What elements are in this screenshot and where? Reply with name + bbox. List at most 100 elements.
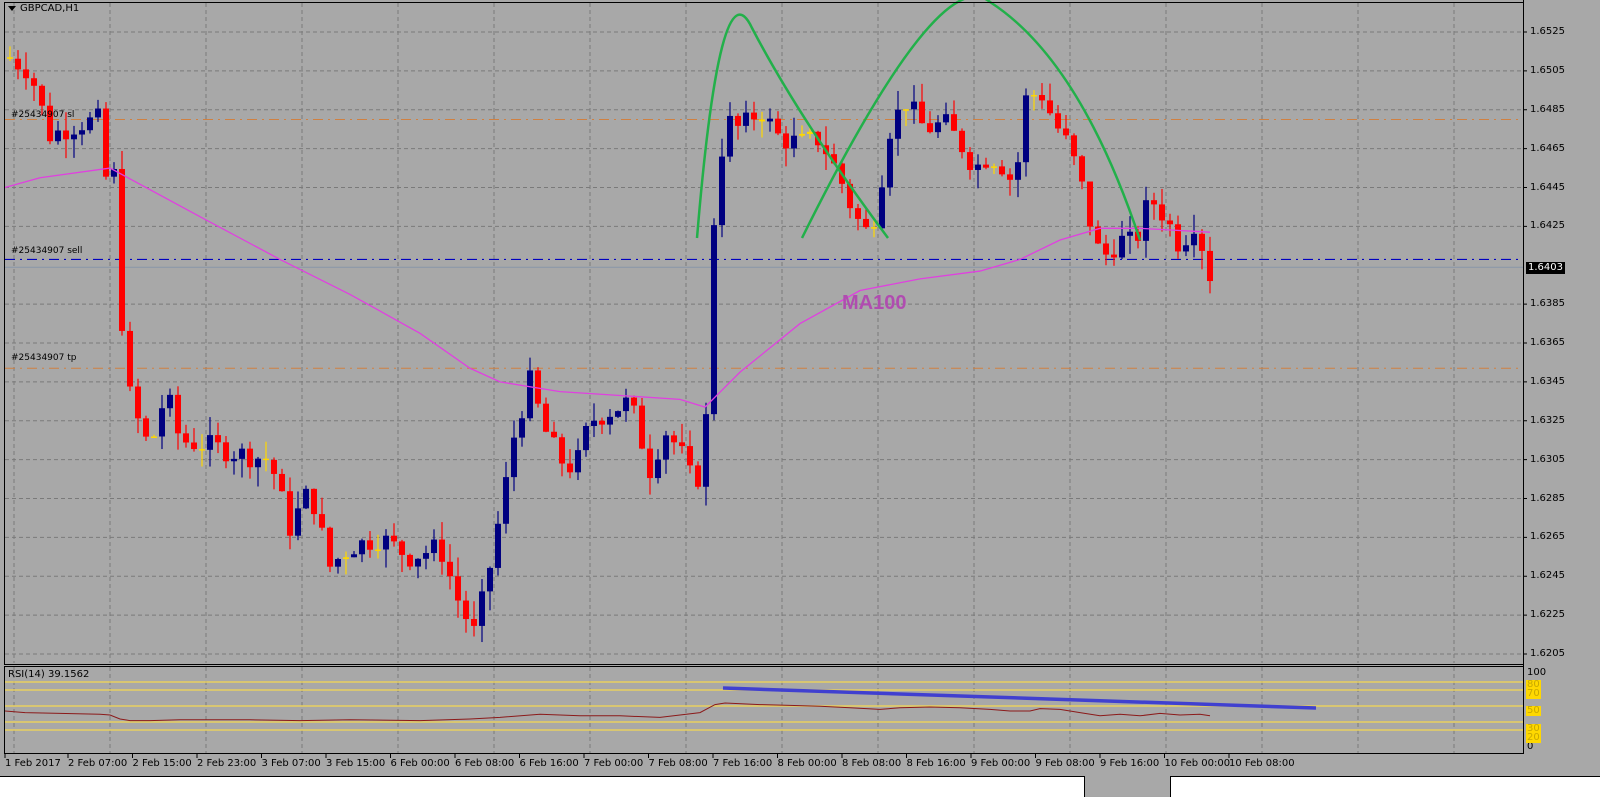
rsi-line xyxy=(4,702,1211,722)
candle-body xyxy=(975,164,981,170)
time-axis-label: 2 Feb 15:00 xyxy=(132,758,192,769)
price-axis-label: 1.6485 xyxy=(1530,103,1565,115)
rsi-level-50: 50 xyxy=(1526,705,1541,716)
candle-body xyxy=(223,442,229,462)
candle-body xyxy=(639,405,645,449)
candle-body xyxy=(543,403,549,432)
candle-body xyxy=(1127,231,1133,236)
candle-body xyxy=(983,164,989,168)
candle-body xyxy=(375,549,381,551)
candle-body xyxy=(471,619,477,626)
candle-body xyxy=(215,435,221,443)
rsi-level-20: 20 xyxy=(1526,732,1541,743)
time-axis-label: 6 Feb 16:00 xyxy=(519,758,579,769)
candle-body xyxy=(735,115,741,126)
candle-body xyxy=(199,449,205,451)
candle-body xyxy=(919,101,925,124)
candle-body xyxy=(783,133,789,149)
candle-body xyxy=(591,420,597,427)
candle-body xyxy=(1167,220,1173,225)
candle-body xyxy=(903,109,909,111)
candle-body xyxy=(1191,233,1197,246)
time-axis-label: 6 Feb 00:00 xyxy=(390,758,450,769)
candle-body xyxy=(479,591,485,626)
price-axis-label: 1.6385 xyxy=(1530,298,1565,310)
candle-body xyxy=(367,540,373,550)
candle-body xyxy=(279,473,285,492)
candle-body xyxy=(847,183,853,209)
candle-body xyxy=(1055,113,1061,129)
candle-body xyxy=(895,109,901,139)
time-axis-label: 7 Feb 00:00 xyxy=(584,758,644,769)
candle-body xyxy=(559,437,565,464)
time-axis-label: 2 Feb 07:00 xyxy=(68,758,128,769)
ma100-line xyxy=(4,167,1211,408)
time-axis-label: 3 Feb 07:00 xyxy=(261,758,321,769)
rsi-level-70: 70 xyxy=(1526,688,1541,699)
candle-body xyxy=(447,561,453,577)
dropdown-triangle-icon[interactable] xyxy=(8,5,16,11)
candle-body xyxy=(551,431,557,438)
status-panel-left xyxy=(0,776,1085,797)
candle-body xyxy=(159,408,165,437)
candle-body xyxy=(1031,95,1037,97)
candle-body xyxy=(415,558,421,567)
chart-title[interactable]: GBPCAD,H1 xyxy=(8,3,79,14)
candle-body xyxy=(295,508,301,536)
rsi-frame xyxy=(4,666,1524,754)
chart-frame xyxy=(4,2,1524,665)
candle-body xyxy=(959,130,965,153)
candle-body xyxy=(871,227,877,229)
candle-body xyxy=(495,523,501,568)
candle-body xyxy=(255,458,261,468)
price-axis-label: 1.6305 xyxy=(1530,453,1565,465)
candle-body xyxy=(727,115,733,157)
candle-body xyxy=(319,514,325,528)
candle-body xyxy=(207,435,213,450)
candle-body xyxy=(1183,245,1189,252)
candle-body xyxy=(399,541,405,555)
candle-body xyxy=(1071,135,1077,157)
candle-body xyxy=(719,156,725,226)
candle-body xyxy=(119,168,125,331)
candle-body xyxy=(455,576,461,601)
candle-body xyxy=(463,600,469,620)
candle-body xyxy=(335,559,341,567)
candle-body xyxy=(943,114,949,123)
candle-body xyxy=(679,442,685,447)
order-tp-label: #25434907 tp xyxy=(11,353,77,363)
time-axis-label: 9 Feb 00:00 xyxy=(971,758,1031,769)
candle-body xyxy=(607,416,613,425)
time-axis-label: 9 Feb 08:00 xyxy=(1035,758,1095,769)
candle-body xyxy=(631,397,637,406)
arc-top-1 xyxy=(695,13,890,239)
candle-body xyxy=(1143,200,1149,241)
ma100-annotation: MA100 xyxy=(842,292,907,314)
candle-body xyxy=(151,436,157,438)
candle-body xyxy=(567,463,573,473)
candle-body xyxy=(991,166,997,168)
candle-body xyxy=(791,135,797,149)
candle-body xyxy=(1119,235,1125,258)
price-axis-label: 1.6425 xyxy=(1530,220,1565,232)
candle-body xyxy=(767,118,773,122)
candle-body xyxy=(175,394,181,434)
candle-body xyxy=(351,554,357,558)
rsi-trendline xyxy=(722,686,1317,710)
current-price-tag: 1.6403 xyxy=(1526,262,1565,274)
candle-body xyxy=(775,118,781,134)
candle-body xyxy=(79,130,85,135)
candle-body xyxy=(391,535,397,542)
price-axis-label: 1.6505 xyxy=(1530,64,1565,76)
price-axis-label: 1.6345 xyxy=(1530,375,1565,387)
candle-body xyxy=(271,459,277,474)
time-axis-label: 6 Feb 08:00 xyxy=(455,758,515,769)
candle-body xyxy=(703,414,709,487)
time-axis-label: 10 Feb 00:00 xyxy=(1164,758,1231,769)
candle-body xyxy=(127,330,133,387)
candle-body xyxy=(1015,162,1021,180)
time-axis-label: 3 Feb 15:00 xyxy=(326,758,386,769)
candle-body xyxy=(671,435,677,443)
